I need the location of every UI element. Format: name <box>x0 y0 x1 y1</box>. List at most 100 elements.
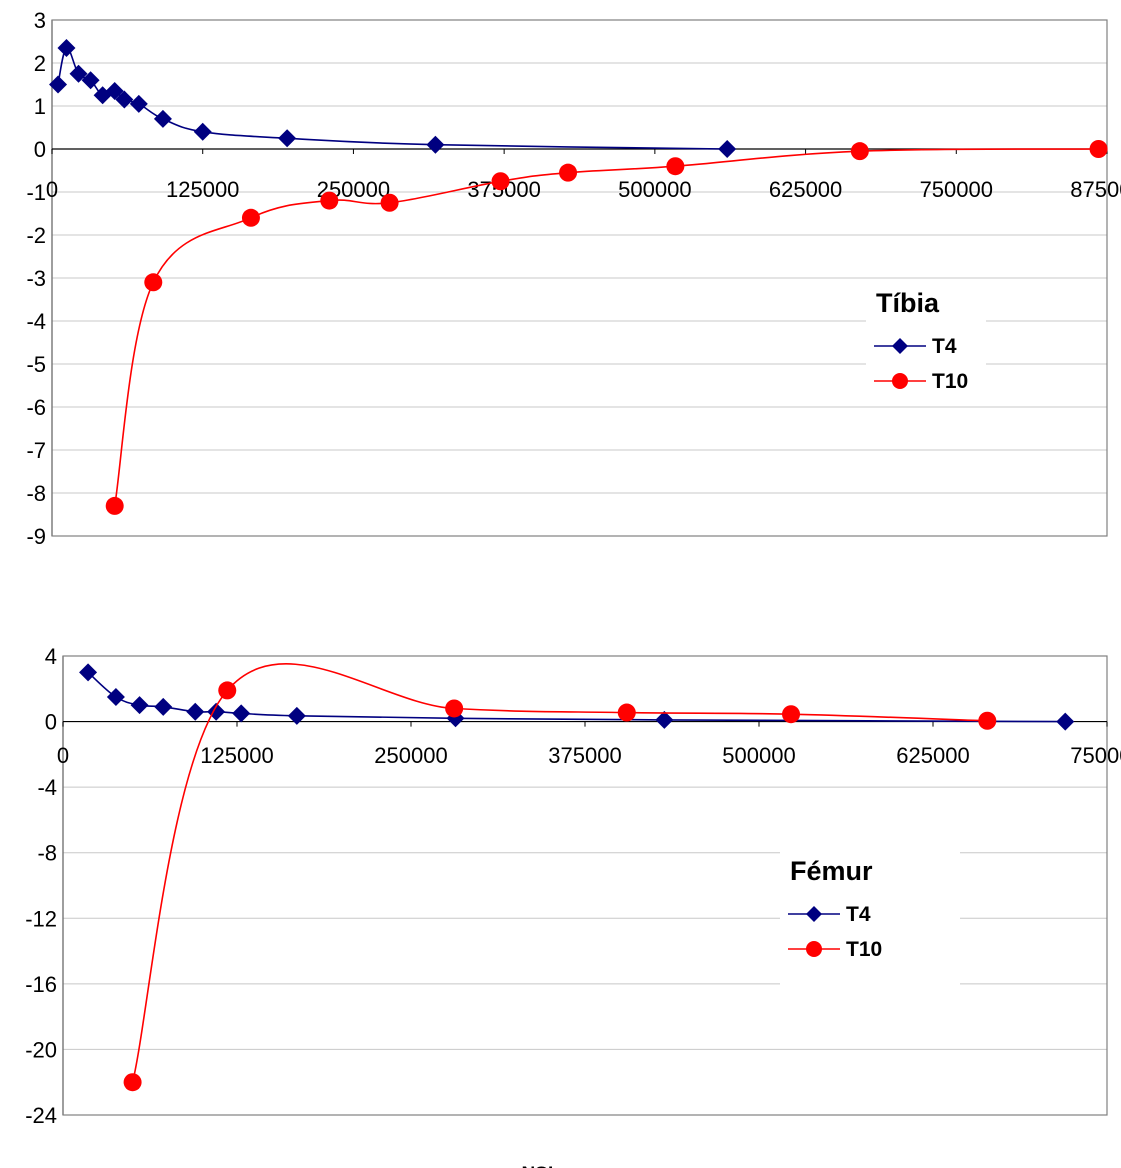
y-tick-label: -5 <box>26 352 46 377</box>
data-point <box>79 663 98 682</box>
legend-label-t10: T10 <box>932 370 968 393</box>
x-tick-label: 750000 <box>1070 743 1121 768</box>
y-tick-label: 3 <box>34 8 46 33</box>
y-tick-label: 2 <box>34 51 46 76</box>
y-tick-label: -20 <box>25 1037 57 1062</box>
series-t4 <box>49 38 737 158</box>
y-tick-label: -9 <box>26 524 46 549</box>
x-tick-label: 625000 <box>769 177 842 202</box>
data-point <box>718 140 737 158</box>
y-tick-label: -3 <box>26 266 46 291</box>
data-point <box>218 681 237 700</box>
data-point <box>106 687 125 706</box>
legend-box <box>866 284 986 404</box>
chart-femur: 40-4-8-12-16-20-240 125000 250000 375000 500… <box>25 644 1121 1168</box>
x-tick-label: 875000 <box>1070 177 1121 202</box>
y-axis: 4 0 -4 -8 -12 -16 -20 -24 <box>25 644 64 1128</box>
y-tick-label: 1 <box>34 94 46 119</box>
y-tick-label: -7 <box>26 438 46 463</box>
plot-area <box>62 655 1108 1116</box>
gridlines <box>52 19 1107 537</box>
data-point <box>154 697 173 716</box>
series-line <box>113 148 1099 507</box>
y-tick-label: -4 <box>37 775 57 800</box>
data-point <box>287 706 306 725</box>
data-point <box>69 64 88 83</box>
x-tick-label: 750000 <box>920 177 993 202</box>
legend-marker <box>806 906 822 922</box>
data-point <box>446 709 465 728</box>
data-point <box>617 703 636 722</box>
x-tick-label: 625000 <box>896 743 969 768</box>
legend-label-t10: T10 <box>846 938 882 961</box>
data-point <box>1056 712 1075 731</box>
data-point <box>445 699 464 718</box>
y-tick-label: -1 <box>26 180 46 205</box>
x-tick-label: 125000 <box>200 743 273 768</box>
data-point <box>655 710 674 729</box>
y-tick-label: -16 <box>25 972 57 997</box>
data-point <box>153 109 172 128</box>
data-point <box>123 1073 142 1092</box>
data-point <box>1089 140 1108 158</box>
data-point <box>49 75 68 94</box>
data-point <box>129 94 148 113</box>
y-tick-label: -4 <box>26 309 46 334</box>
legend-marker <box>892 373 908 389</box>
data-point <box>426 135 445 154</box>
data-point <box>320 191 339 210</box>
data-point <box>81 71 100 90</box>
legend-label-t4: T4 <box>846 903 871 926</box>
y-tick-label: -12 <box>25 906 57 931</box>
x-tick-label: 250000 <box>374 743 447 768</box>
data-point <box>105 81 124 100</box>
data-point <box>380 193 399 212</box>
y-tick-label: -2 <box>26 223 46 248</box>
data-point <box>105 496 124 515</box>
legend-marker <box>892 338 908 354</box>
data-point <box>782 705 801 724</box>
x-tick-label: 375000 <box>548 743 621 768</box>
data-point <box>666 157 685 176</box>
legend-box <box>780 852 960 997</box>
data-point <box>491 172 510 191</box>
x-tick-label: 0 <box>57 743 69 768</box>
y-tick-label: -6 <box>26 395 46 420</box>
data-point <box>186 702 205 721</box>
series-t10 <box>105 140 1108 515</box>
data-point <box>115 90 134 109</box>
legend-title: Tíbia <box>876 288 940 318</box>
data-point <box>978 711 997 730</box>
data-point <box>144 273 163 292</box>
x-tick-label: 125000 <box>166 177 239 202</box>
data-point <box>232 704 251 723</box>
y-tick-label: 4 <box>45 644 57 669</box>
y-tick-label: -8 <box>37 841 57 866</box>
legend: Tíbia T4 T10 <box>866 284 986 404</box>
legend-marker <box>806 941 822 957</box>
plot-area <box>51 19 1108 537</box>
x-tick-label: 0 <box>46 177 58 202</box>
x-tick-label: 500000 <box>618 177 691 202</box>
legend-title: Fémur <box>790 856 873 886</box>
y-tick-label: 0 <box>45 710 57 735</box>
series-t10 <box>123 663 997 1092</box>
data-point <box>130 696 149 715</box>
y-tick-label: -24 <box>25 1103 57 1128</box>
data-point <box>193 122 212 141</box>
data-point <box>57 38 76 57</box>
y-tick-label: -8 <box>26 481 46 506</box>
y-tick-label: 0 <box>34 137 46 162</box>
data-point <box>559 163 578 182</box>
data-point <box>278 129 297 148</box>
legend-label-t4: T4 <box>932 335 957 358</box>
y-axis: 3 2 1 0 -1 -2 -3 -4 -5 -6 -7 -8 -9 <box>26 8 53 549</box>
x-axis: 0 125000 250000 375000 500000 625000 750000 875… <box>46 148 1121 202</box>
data-point <box>241 208 260 227</box>
x-axis-title: NGL <box>521 1164 560 1168</box>
x-tick-label: 500000 <box>722 743 795 768</box>
data-point <box>850 142 869 161</box>
legend: Fémur T4 T10 <box>780 852 960 997</box>
